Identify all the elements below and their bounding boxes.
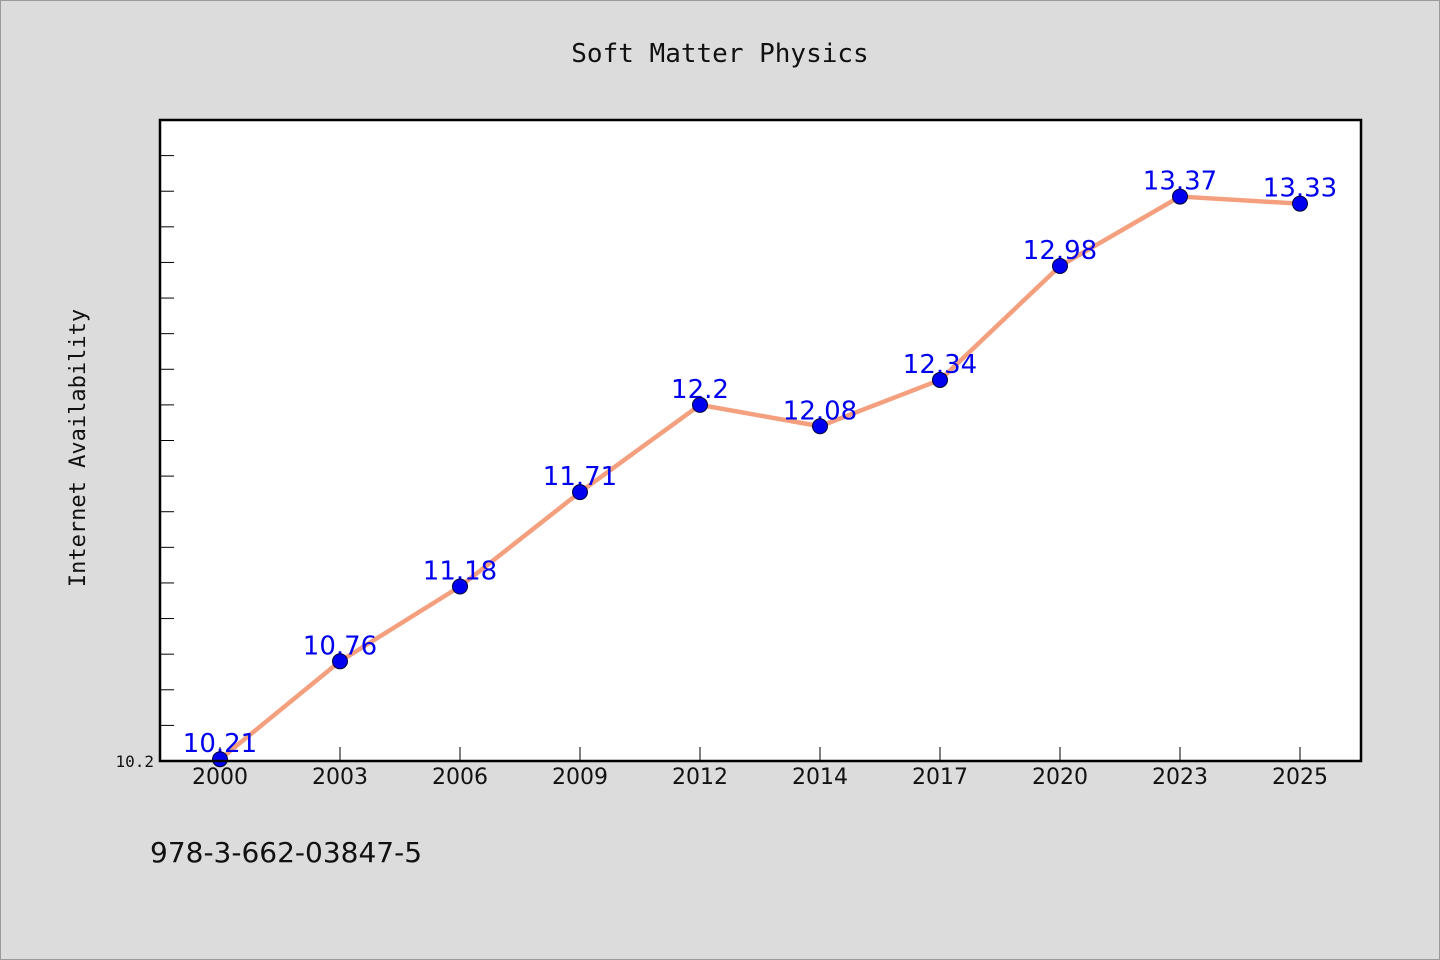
series-line bbox=[217, 194, 1303, 762]
x-tick-label: 2014 bbox=[792, 765, 848, 790]
chart-title: Soft Matter Physics bbox=[571, 39, 868, 69]
isbn-footnote: 978-3-662-03847-5 bbox=[150, 836, 422, 869]
data-point bbox=[572, 484, 588, 501]
x-tick-label: 2003 bbox=[312, 765, 368, 790]
y-tick-label: 10.2 bbox=[115, 752, 154, 771]
data-point bbox=[1292, 195, 1308, 212]
x-tick-label: 2017 bbox=[912, 765, 968, 790]
data-point bbox=[812, 418, 828, 435]
x-tick-label: 2009 bbox=[552, 765, 608, 790]
data-point bbox=[692, 396, 708, 413]
data-point bbox=[452, 578, 468, 595]
data-point bbox=[212, 751, 228, 768]
x-tick-label: 2020 bbox=[1032, 765, 1088, 790]
y-axis-label: Internet Availability bbox=[66, 309, 91, 587]
plot-frame bbox=[158, 118, 1363, 763]
data-point bbox=[1052, 258, 1068, 275]
data-point bbox=[332, 653, 348, 670]
x-tick-label: 2000 bbox=[192, 765, 248, 790]
x-tick-label: 2012 bbox=[672, 765, 728, 790]
x-tick-label: 2025 bbox=[1272, 765, 1328, 790]
plot-area: 10.2 2000 2003 2006 2009 2012 2014 2017 2020 2023… bbox=[115, 118, 1363, 790]
data-point bbox=[1172, 188, 1188, 205]
data-point bbox=[932, 371, 948, 388]
x-tick-label: 2006 bbox=[432, 765, 488, 790]
plot-background bbox=[160, 120, 1361, 761]
x-tick-label: 2023 bbox=[1152, 765, 1208, 790]
